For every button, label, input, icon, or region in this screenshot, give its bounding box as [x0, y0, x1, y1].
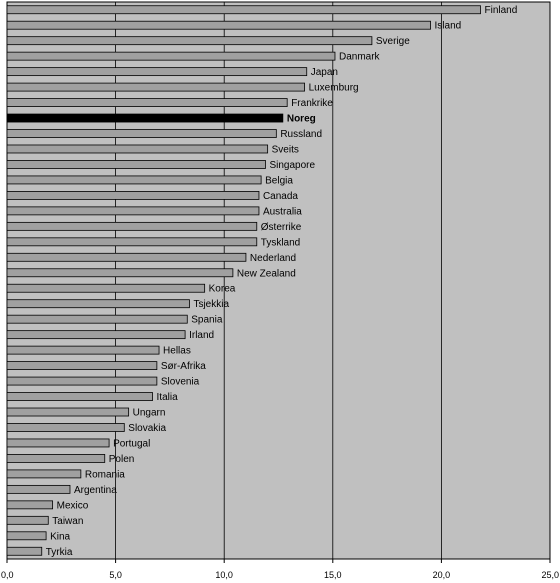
bar-taiwan [6, 515, 49, 525]
bar-belgia [6, 175, 262, 185]
x-tick-label: 20,0 [433, 570, 451, 580]
x-tick-label: 10,0 [215, 570, 233, 580]
category-label: Belgia [265, 175, 293, 186]
category-label: Tyskland [261, 237, 300, 248]
bar-japan [6, 67, 308, 77]
bar-ungarn [6, 407, 130, 417]
category-label: Nederland [250, 253, 296, 264]
category-label: Japan [311, 67, 338, 78]
bar--sterrike [6, 221, 258, 231]
bar-sveits [6, 144, 269, 154]
bars [6, 5, 481, 556]
bar-australia [6, 206, 260, 216]
category-label: Island [435, 21, 462, 32]
bar-s-r-afrika [6, 361, 158, 370]
category-label: Portugal [113, 438, 150, 449]
category-label: Korea [209, 284, 236, 295]
bar-tsjekkia [6, 299, 190, 309]
x-tick-label: 25,0 [541, 570, 559, 580]
category-label: Danmark [339, 52, 381, 63]
category-label: Taiwan [52, 516, 83, 527]
category-label: Tsjekkia [193, 299, 229, 310]
category-label: Østerrike [261, 222, 302, 233]
bar-slovenia [6, 376, 158, 386]
category-label: Sveits [272, 144, 299, 155]
category-label: Canada [263, 191, 298, 202]
bar-noreg [6, 113, 284, 123]
category-label: Frankrike [291, 98, 333, 109]
bar-nederland [6, 252, 247, 262]
bar-singapore [6, 160, 266, 169]
category-label: Finland [484, 5, 517, 16]
category-label: Noreg [287, 114, 316, 125]
bar-spania [6, 314, 188, 324]
plot-area [6, 1, 551, 560]
gridlines [115, 2, 442, 559]
category-label: Tyrkia [46, 547, 73, 558]
bar-romania [6, 469, 82, 479]
bar-kina [6, 531, 47, 541]
category-label: Slovenia [161, 377, 200, 388]
category-label: Hellas [163, 346, 191, 357]
bar-russland [6, 129, 277, 138]
category-label: New Zealand [237, 268, 296, 279]
bar-tyskland [6, 237, 258, 247]
bar-sverige [6, 36, 373, 46]
x-axis: 0,0 5,0 10,0 15,0 20,0 25,0 [1, 559, 559, 580]
category-label: Luxemburg [309, 83, 359, 94]
category-label: Argentina [74, 485, 117, 496]
category-label: Sverige [376, 36, 410, 47]
bar-frankrike [6, 98, 288, 107]
category-label: Italia [157, 392, 179, 403]
category-label: Sør-Afrika [161, 361, 206, 372]
bar-korea [6, 283, 206, 293]
category-label: Mexico [57, 500, 89, 511]
x-tick-label: 5,0 [109, 570, 122, 580]
category-label: Romania [85, 469, 125, 480]
x-tick-label: 0,0 [1, 570, 14, 580]
category-label: Kina [50, 531, 70, 542]
bar-island [6, 20, 431, 30]
bar-hellas [6, 345, 160, 355]
category-label: Singapore [269, 160, 315, 171]
bar-slovakia [6, 423, 125, 432]
bar-luxemburg [6, 82, 305, 92]
category-label: Ungarn [133, 408, 166, 419]
bar-irland [6, 330, 186, 340]
bar-finland [6, 5, 481, 15]
bar-canada [6, 191, 260, 200]
bar-italia [6, 392, 153, 401]
bar-new-zealand [6, 268, 234, 278]
bar-mexico [6, 500, 54, 510]
category-label: Spania [191, 315, 223, 326]
x-tick-label: 15,0 [324, 570, 342, 580]
bar-polen [6, 454, 106, 463]
category-label: Russland [280, 129, 322, 140]
bar-argentina [6, 484, 71, 494]
category-label: Slovakia [128, 423, 166, 434]
category-label: Irland [189, 330, 214, 341]
bar-danmark [6, 51, 336, 61]
bar-tyrkia [6, 546, 43, 556]
category-label: Australia [263, 206, 302, 217]
category-label: Polen [109, 454, 135, 465]
bar-portugal [6, 438, 110, 448]
